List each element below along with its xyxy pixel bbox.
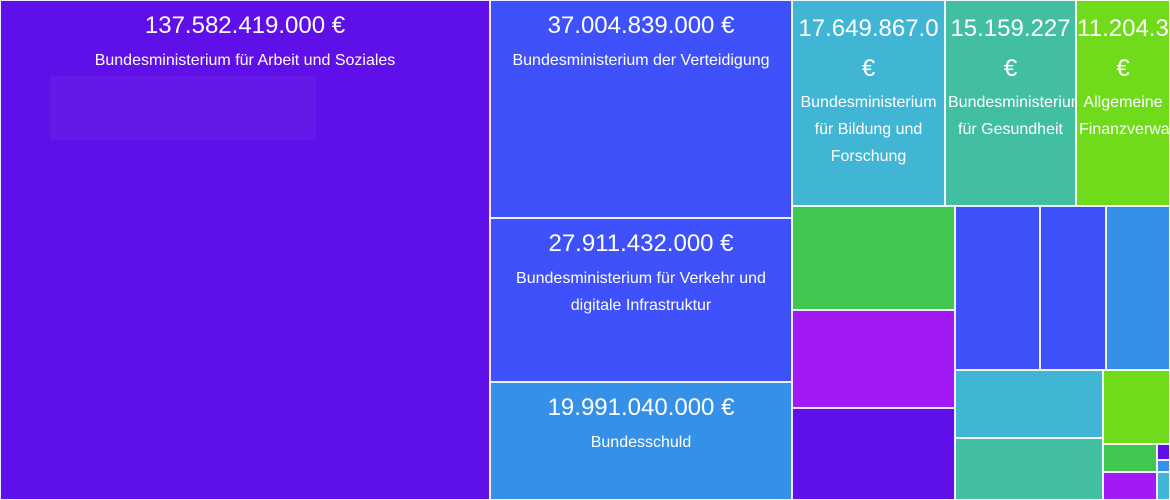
treemap-tile[interactable]: 37.004.839.000 € Bundesministerium der Ve… <box>490 0 792 218</box>
tile-label: Bundesministerium für Bildung und Forsch… <box>800 94 937 165</box>
treemap-tile[interactable] <box>955 370 1103 438</box>
tile-value-currency: € <box>1116 55 1130 82</box>
tile-value: 15.159.227 <box>950 15 1071 42</box>
treemap-tile[interactable] <box>955 438 1103 500</box>
tile-label: Bundesministerium für Verkehr und digita… <box>516 270 766 314</box>
treemap-tile[interactable] <box>792 310 955 408</box>
treemap-tile[interactable]: 137.582.419.000 € Bundesministerium für A… <box>0 0 490 500</box>
treemap-tile[interactable]: 11.204.3 € Allgemeine Finanzverwa <box>1076 0 1170 206</box>
treemap-tile[interactable] <box>792 408 955 500</box>
tile-value-currency: € <box>861 55 876 82</box>
treemap-tile[interactable]: 27.911.432.000 € Bundesministerium für Ve… <box>490 218 792 382</box>
treemap-tile[interactable]: 17.649.867.0 € Bundesministerium für Bildu… <box>792 0 945 206</box>
tile-value: 19.991.040.000 € <box>547 394 735 421</box>
tile-value-currency: € <box>1003 55 1018 82</box>
tooltip-shadow <box>50 76 316 140</box>
tile-value: 17.649.867.0 <box>798 15 939 42</box>
tile-value: 137.582.419.000 € <box>144 12 346 39</box>
treemap-tile[interactable]: 15.159.227 € Bundesministerium für Gesundh… <box>945 0 1076 206</box>
treemap-tile[interactable] <box>1103 444 1157 472</box>
tile-label: Allgemeine Finanzverwa <box>1079 94 1170 138</box>
tile-content: 27.911.432.000 € Bundesministerium für Ve… <box>491 227 791 319</box>
tile-label: Bundesministerium für Gesundheit <box>948 94 1076 138</box>
treemap-tile[interactable] <box>1106 206 1170 370</box>
treemap-tile[interactable]: 19.991.040.000 € Bundesschuld <box>490 382 792 500</box>
tile-value: 11.204.3 <box>1077 15 1169 42</box>
tile-label: Bundesministerium der Verteidigung <box>512 52 770 69</box>
tile-label: Bundesministerium für Arbeit und Soziale… <box>94 52 396 69</box>
tile-content: 11.204.3 € Allgemeine Finanzverwa <box>1077 9 1169 143</box>
treemap-tile[interactable] <box>955 206 1040 370</box>
treemap-tile[interactable] <box>1157 444 1170 460</box>
treemap-tile[interactable] <box>1103 472 1157 500</box>
tile-content: 137.582.419.000 € Bundesministerium für A… <box>1 9 489 74</box>
treemap-tile[interactable] <box>1157 460 1170 472</box>
tile-label: Bundesschuld <box>590 434 692 451</box>
tile-content: 17.649.867.0 € Bundesministerium für Bildu… <box>793 9 944 170</box>
tile-content: 19.991.040.000 € Bundesschuld <box>491 391 791 456</box>
tile-content: 15.159.227 € Bundesministerium für Gesundh… <box>946 9 1075 143</box>
treemap-tile[interactable] <box>792 206 955 310</box>
tile-content: 37.004.839.000 € Bundesministerium der Ve… <box>491 9 791 74</box>
treemap-tile[interactable] <box>1040 206 1106 370</box>
tile-value: 27.911.432.000 € <box>548 230 734 257</box>
tile-value: 37.004.839.000 € <box>547 12 735 39</box>
treemap-tile[interactable] <box>1157 472 1170 500</box>
treemap-tile[interactable] <box>1103 370 1170 444</box>
